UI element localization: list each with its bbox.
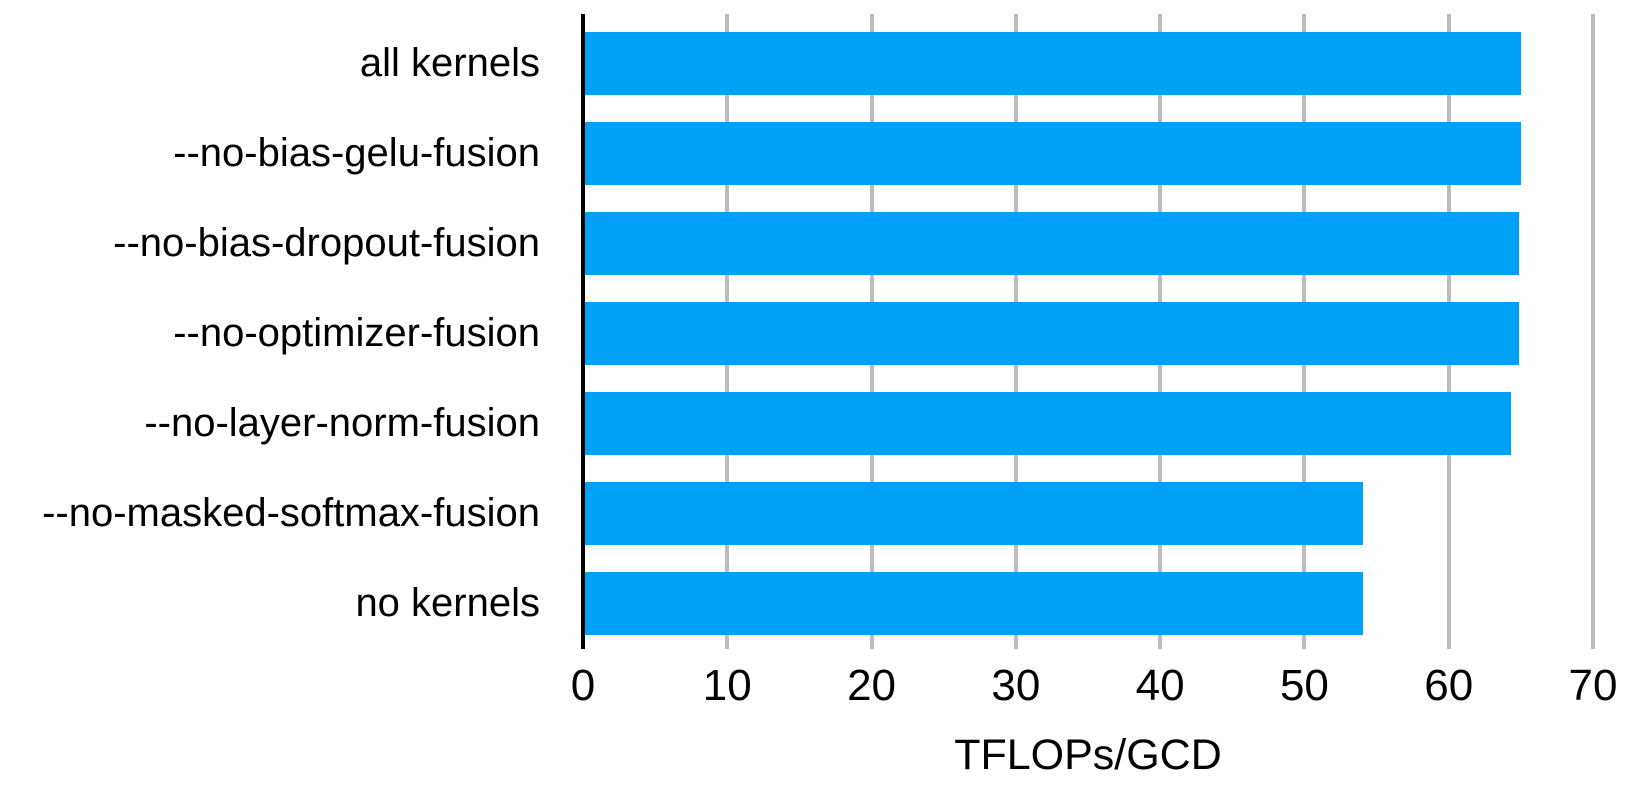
x-tick-label-60: 60 <box>1424 661 1474 710</box>
category-label-no-kernels: no kernels <box>355 581 540 625</box>
category-label-no-bias-gelu-fusion: --no-bias-gelu-fusion <box>173 131 540 175</box>
x-axis-title: TFLOPs/GCD <box>954 731 1222 779</box>
x-tick-label-40: 40 <box>1135 661 1185 710</box>
bar-no-layer-norm-fusion <box>585 392 1512 455</box>
category-label-all-kernels: all kernels <box>359 41 540 85</box>
x-tick-label-50: 50 <box>1279 661 1329 710</box>
bar-no-bias-dropout-fusion <box>585 212 1519 275</box>
x-tick-label-70: 70 <box>1568 661 1618 710</box>
bar-no-optimizer-fusion <box>585 302 1519 365</box>
x-tick-label-20: 20 <box>847 661 897 710</box>
bar-all-kernels <box>585 32 1522 95</box>
x-tick-label-0: 0 <box>570 661 596 710</box>
plot-area <box>581 14 1595 649</box>
x-tick-label-10: 10 <box>702 661 752 710</box>
category-label-no-optimizer-fusion: --no-optimizer-fusion <box>173 311 540 355</box>
x-tick-label-30: 30 <box>991 661 1041 710</box>
bar-no-kernels <box>585 572 1363 635</box>
bar-no-bias-gelu-fusion <box>585 122 1522 185</box>
category-label-no-masked-softmax-fusion: --no-masked-softmax-fusion <box>42 491 540 535</box>
category-label-no-bias-dropout-fusion: --no-bias-dropout-fusion <box>113 221 540 265</box>
bar-no-masked-softmax-fusion <box>585 482 1363 545</box>
y-axis-line <box>581 14 585 649</box>
gridline-x-70 <box>1591 14 1595 649</box>
category-label-no-layer-norm-fusion: --no-layer-norm-fusion <box>144 401 540 445</box>
